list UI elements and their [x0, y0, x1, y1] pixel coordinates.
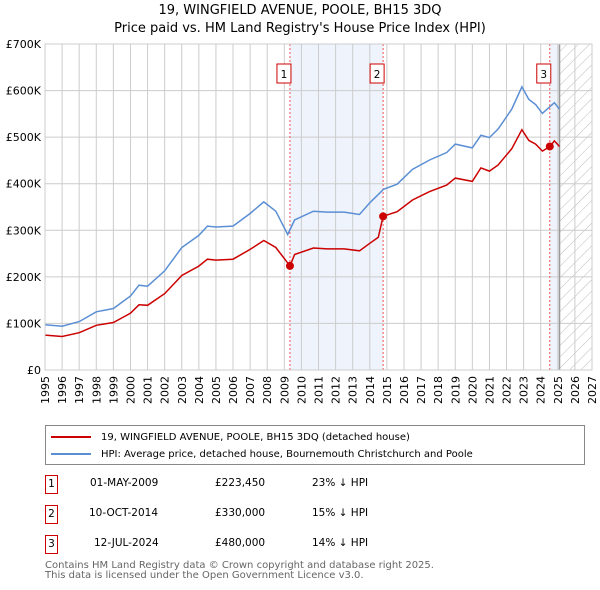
x-tick-label: 2021: [483, 376, 496, 404]
x-tick-label: 1995: [39, 376, 52, 404]
badge-number: 3: [540, 69, 547, 81]
badge-number: 1: [281, 69, 288, 81]
legend: 19, WINGFIELD AVENUE, POOLE, BH15 3DQ (d…: [45, 425, 585, 465]
badge-box: [369, 63, 385, 84]
x-tick-label: 2005: [210, 376, 223, 404]
sale-hpi-diff: 15% ↓ HPI: [312, 507, 369, 519]
x-tick-label: 2004: [193, 376, 206, 404]
chart-subtitle: Price paid vs. HM Land Registry's House …: [114, 21, 486, 36]
table-row: 1 01-MAY-2009 £223,450 23% ↓ HPI: [45, 475, 545, 495]
x-tick-label: 2018: [432, 376, 445, 404]
sale-hpi-diff: 14% ↓ HPI: [312, 537, 369, 549]
x-tick-label: 2014: [364, 376, 377, 404]
blue-line-swatch: [51, 453, 91, 455]
x-tick-label: 2002: [159, 376, 172, 404]
x-tick-label: 2017: [415, 376, 428, 404]
red-line-swatch: [51, 436, 91, 438]
x-tick-label: 2019: [449, 376, 462, 404]
x-tick-label: 1997: [73, 376, 86, 404]
y-tick-label: £700K: [6, 38, 42, 51]
badge-box: [536, 63, 552, 84]
x-tick-label: 2013: [347, 376, 360, 404]
footer-licence: This data is licensed under the Open Gov…: [45, 570, 364, 581]
series-line: [44, 85, 561, 327]
sale-period-shading: [289, 44, 384, 370]
sale-point: [379, 212, 388, 221]
sale-hpi-diff: 23% ↓ HPI: [312, 477, 369, 489]
sale-label-badge: 1: [276, 63, 292, 84]
legend-item-hpi: HPI: Average price, detached house, Bour…: [51, 446, 473, 462]
sale-date: 10-OCT-2014: [89, 507, 158, 519]
x-tick-label: 2024: [535, 376, 548, 404]
x-tick-label: 2008: [261, 376, 274, 404]
x-tick-label: 2010: [295, 376, 308, 404]
sale-marker-badge: 3: [45, 535, 58, 554]
footer-copyright: Contains HM Land Registry data © Crown c…: [45, 560, 434, 571]
x-tick-label: 2023: [518, 376, 531, 404]
x-tick-label: 2006: [227, 376, 240, 404]
x-tick-label: 2001: [142, 376, 155, 404]
x-tick-label: 2003: [176, 376, 189, 404]
legend-item-property: 19, WINGFIELD AVENUE, POOLE, BH15 3DQ (d…: [51, 429, 410, 445]
y-tick-label: £200K: [6, 271, 42, 284]
x-tick-label: 2027: [586, 376, 599, 404]
sale-marker-badge: 1: [45, 475, 58, 494]
sale-label-badge: 3: [536, 63, 552, 84]
price-chart: £0 £100K £200K £300K £400K £500K £600K £700K 199…: [6, 38, 599, 404]
y-tick-label: £100K: [6, 317, 42, 330]
sale-period-shading: [549, 44, 560, 370]
sale-marker-badge: 2: [45, 505, 58, 524]
sale-date: 01-MAY-2009: [90, 477, 159, 489]
x-tick-label: 2015: [381, 376, 394, 404]
sale-price: £223,450: [215, 477, 266, 489]
x-tick-label: 2012: [330, 376, 343, 404]
chart-title: 19, WINGFIELD AVENUE, POOLE, BH15 3DQ: [158, 3, 442, 18]
y-tick-label: £300K: [6, 224, 42, 237]
table-row: 2 10-OCT-2014 £330,000 15% ↓ HPI: [45, 505, 545, 525]
x-tick-label: 2020: [466, 376, 479, 404]
x-tick-label: 2009: [278, 376, 291, 404]
forecast-hatch: [559, 44, 592, 370]
x-tick-label: 2007: [244, 376, 257, 404]
x-tick-label: 2016: [398, 376, 411, 404]
y-tick-label: £0: [27, 364, 41, 377]
x-tick-label: 2026: [569, 376, 582, 404]
x-tick-label: 1999: [107, 376, 120, 404]
table-row: 3 12-JUL-2024 £480,000 14% ↓ HPI: [45, 535, 545, 555]
badge-box: [276, 63, 292, 84]
sale-point: [285, 261, 294, 270]
x-tick-label: 2022: [501, 376, 514, 404]
x-tick-label: 2000: [124, 376, 137, 404]
x-tick-label: 2025: [552, 376, 565, 404]
sale-date: 12-JUL-2024: [94, 537, 159, 549]
sale-price: £330,000: [215, 507, 266, 519]
legend-label: 19, WINGFIELD AVENUE, POOLE, BH15 3DQ (d…: [101, 431, 410, 443]
legend-label: HPI: Average price, detached house, Bour…: [101, 448, 473, 460]
sale-price: £480,000: [215, 537, 266, 549]
x-tick-label: 1996: [56, 376, 69, 404]
sale-point: [545, 142, 554, 151]
sale-label-badge: 2: [369, 63, 385, 84]
x-tick-label: 2011: [313, 376, 326, 404]
plot-border: [44, 43, 593, 371]
x-tick-label: 1998: [90, 376, 103, 404]
badge-number: 2: [374, 69, 381, 81]
y-tick-label: £600K: [6, 85, 42, 98]
series-line: [44, 128, 561, 338]
y-tick-label: £400K: [6, 178, 42, 191]
y-tick-label: £500K: [6, 131, 42, 144]
